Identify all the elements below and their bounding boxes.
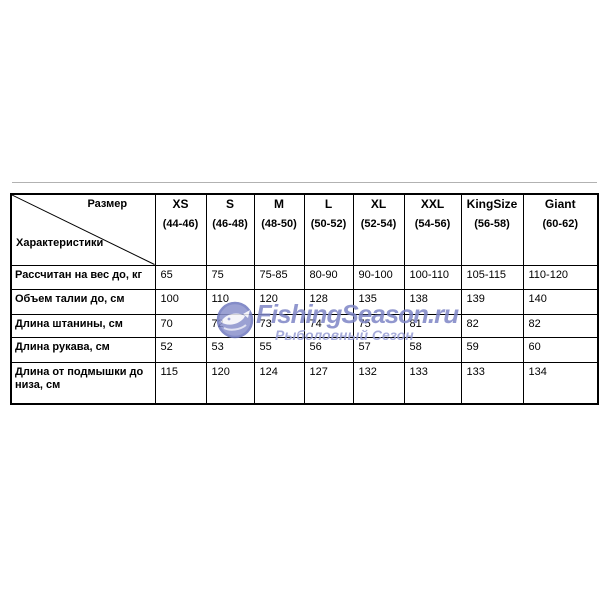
table-cell: 100-110: [403, 264, 462, 290]
table-cell: 105-115: [460, 264, 524, 290]
header-cell-m: M (48-50): [253, 193, 305, 266]
table-cell: 82: [522, 313, 599, 338]
table-cell: 139: [460, 288, 524, 315]
corner-cell: Размер Характеристики: [10, 193, 156, 266]
table-cell: 110-120: [522, 264, 599, 290]
table-row-weight: Рассчитан на вес до, кг 65 75 75-85 80-9…: [10, 264, 599, 290]
table-cell: 55: [253, 336, 305, 363]
table-cell: 90-100: [352, 264, 405, 290]
divider-line: [12, 182, 597, 183]
table-cell: 80-90: [303, 264, 354, 290]
table-cell: 135: [352, 288, 405, 315]
table-row-sleeve: Длина рукава, см 52 53 55 56 57 58 59 60: [10, 336, 599, 363]
header-cell-xl: XL (52-54): [352, 193, 405, 266]
size-range: (56-58): [474, 218, 510, 230]
row-label: Длина штанины, см: [10, 313, 156, 338]
size-range: (46-48): [212, 218, 248, 230]
table-cell: 74: [303, 313, 354, 338]
table-cell: 134: [522, 361, 599, 405]
header-cell-xxl: XXL (54-56): [403, 193, 462, 266]
header-cell-l: L (50-52): [303, 193, 354, 266]
size-range: (52-54): [360, 218, 397, 230]
size-label: M: [274, 197, 284, 211]
header-cell-kingsize: KingSize (56-58): [460, 193, 524, 266]
corner-characteristics-label: Характеристики: [16, 236, 104, 249]
table-cell: 56: [303, 336, 354, 363]
table-cell: 140: [522, 288, 599, 315]
table-row-leg: Длина штанины, см 70 72 73 74 75 81 82 8…: [10, 313, 599, 338]
table-cell: 75: [352, 313, 405, 338]
table-cell: 81: [403, 313, 462, 338]
table-cell: 120: [253, 288, 305, 315]
size-label: L: [324, 197, 333, 211]
table-cell: 73: [253, 313, 305, 338]
size-label: KingSize: [466, 197, 518, 211]
size-label: S: [225, 197, 234, 211]
table-cell: 75: [205, 264, 255, 290]
corner-size-label: Размер: [87, 198, 128, 210]
table-cell: 133: [460, 361, 524, 405]
table-cell: 57: [352, 336, 405, 363]
table-cell: 59: [460, 336, 524, 363]
size-label: XL: [370, 197, 387, 211]
header-cell-giant: Giant (60-62): [522, 193, 599, 266]
table-cell: 65: [154, 264, 207, 290]
row-label: Объем талии до, см: [10, 288, 156, 315]
header-cell-s: S (46-48): [205, 193, 255, 266]
table-cell: 138: [403, 288, 462, 315]
size-range: (54-56): [414, 218, 451, 230]
table-cell: 127: [303, 361, 354, 405]
size-range: (60-62): [542, 218, 578, 230]
row-label: Длина от подмышки до низа, см: [10, 361, 156, 405]
table-row-armpit-length: Длина от подмышки до низа, см 115 120 12…: [10, 361, 599, 405]
table-cell: 75-85: [253, 264, 305, 290]
table-cell: 115: [154, 361, 207, 405]
size-label: XS: [172, 197, 189, 211]
header-cell-xs: XS (44-46): [154, 193, 207, 266]
table-cell: 132: [352, 361, 405, 405]
size-range: (48-50): [261, 218, 297, 230]
row-label: Рассчитан на вес до, кг: [10, 264, 156, 290]
size-label: Giant: [544, 197, 576, 211]
size-label: XXL: [420, 197, 445, 211]
table-cell: 124: [253, 361, 305, 405]
table-row-waist: Объем талии до, см 100 110 120 128 135 1…: [10, 288, 599, 315]
row-label: Длина рукава, см: [10, 336, 156, 363]
table-cell: 72: [205, 313, 255, 338]
table-cell: 100: [154, 288, 207, 315]
size-range: (44-46): [162, 218, 199, 230]
table-cell: 60: [522, 336, 599, 363]
table-cell: 82: [460, 313, 524, 338]
table-cell: 70: [154, 313, 207, 338]
size-range: (50-52): [310, 218, 347, 230]
table-cell: 53: [205, 336, 255, 363]
diagonal-line: [12, 195, 155, 265]
table-cell: 58: [403, 336, 462, 363]
table-cell: 52: [154, 336, 207, 363]
table-cell: 110: [205, 288, 255, 315]
table-cell: 133: [403, 361, 462, 405]
size-chart-table: Размер Характеристики XS (44-46) S (46-4…: [10, 193, 599, 405]
table-cell: 120: [205, 361, 255, 405]
table-cell: 128: [303, 288, 354, 315]
header-row: Размер Характеристики XS (44-46) S (46-4…: [10, 193, 599, 266]
